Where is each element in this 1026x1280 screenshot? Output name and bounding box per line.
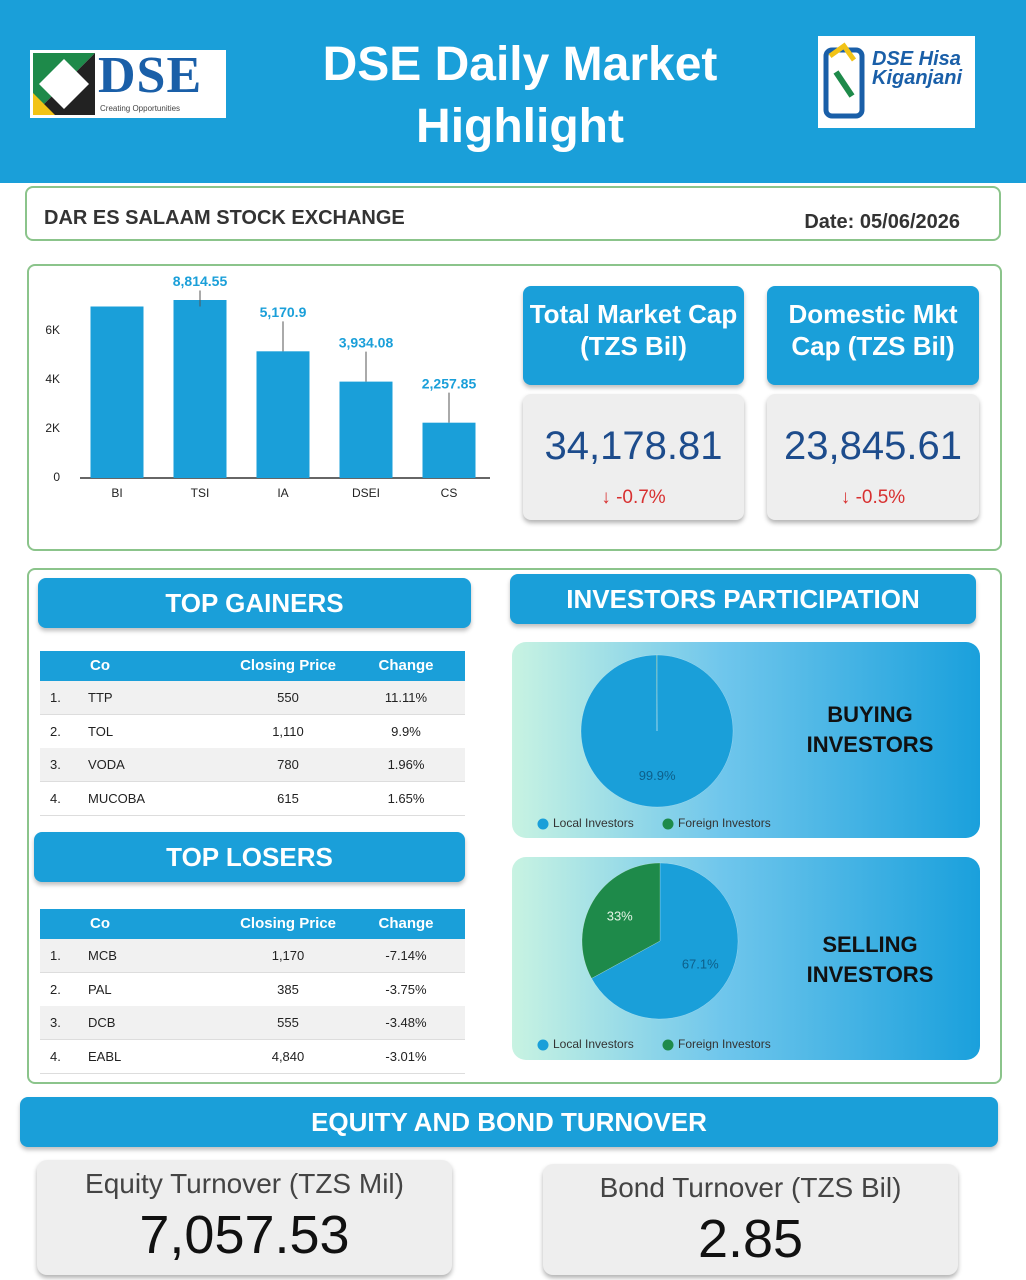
turnover-card: Bond Turnover (TZS Bil) 2.85 (543, 1164, 958, 1275)
turnover-value: 2.85 (697, 1209, 804, 1269)
down-arrow: ↓ (601, 487, 611, 508)
table-row: 3. DCB 555 -3.48% (40, 1006, 465, 1040)
section-title: INVESTORS PARTICIPATION (510, 574, 976, 624)
change-text: -0.5% (855, 487, 906, 508)
table-cell: MCB (88, 948, 117, 963)
section-title: TOP GAINERS (38, 578, 471, 628)
card-body: 34,178.81 ↓ -0.7% (523, 394, 744, 520)
turnover-label: Equity Turnover (TZS Mil) (85, 1168, 404, 1199)
table-cell: 550 (277, 690, 299, 705)
table-cell: 1,170 (271, 948, 305, 963)
table-cell: -7.14% (385, 948, 427, 963)
table-row: 4. EABL 4,840 -3.01% (40, 1039, 465, 1074)
table-cell: TTP (88, 690, 113, 705)
table-row: 2. TOL 1,110 9.9% (40, 714, 465, 749)
section-title: EQUITY AND BOND TURNOVER (20, 1097, 998, 1147)
table-cell: 4,840 (271, 1048, 305, 1064)
table-cell: 385 (277, 981, 299, 997)
column-header: Change (378, 915, 434, 932)
logo-right (818, 36, 975, 128)
table-cell: 3. (50, 1015, 61, 1030)
card-value: 23,845.61 (784, 424, 962, 468)
change-text: -0.7% (616, 487, 666, 508)
losers-table: Co Closing Price Change 1. MCB 1,170 -7.14% 2. P… (40, 909, 465, 1074)
table-cell: 2. (50, 981, 61, 997)
card-value: 34,178.81 (544, 424, 723, 468)
pie-title: BUYING INVESTORS (806, 702, 934, 757)
table-header: Co Closing Price Change (40, 909, 465, 939)
logo-phone (823, 42, 865, 119)
turnover-card: Equity Turnover (TZS Mil) 7,057.53 (37, 1160, 452, 1275)
table-cell: 11.11% (384, 690, 428, 705)
exchange-name: DAR ES SALAAM STOCK EXCHANGE (44, 207, 405, 229)
down-arrow: ↓ (840, 487, 851, 508)
table-row: 1. MCB 1,170 -7.14% (40, 939, 465, 973)
section-title: TOP LOSERS (34, 832, 465, 882)
table-cell: VODA (88, 757, 125, 772)
column-header: Co (90, 915, 110, 932)
table-cell: 780 (277, 757, 299, 772)
logo-left-text: DSE (98, 47, 203, 104)
turnover-label: Bond Turnover (TZS Bil) (599, 1172, 902, 1203)
card-change: ↓ -0.7% (523, 487, 744, 509)
column-header: Closing Price (240, 657, 336, 674)
table-cell: 2. (50, 723, 61, 739)
logo-mark (33, 53, 95, 115)
table-row: 3. VODA 780 1.96% (40, 748, 465, 782)
table-row: 4. MUCOBA 615 1.65% (40, 781, 465, 816)
table-cell: 1,110 (272, 723, 304, 739)
turnover-value: 7,057.53 (139, 1205, 350, 1265)
table-cell: 3. (50, 757, 61, 772)
table-cell: TOL (88, 723, 114, 739)
table-cell: 1. (50, 690, 61, 705)
table-row: 2. PAL 385 -3.75% (40, 972, 465, 1007)
logo-left-tagline: Creating Opportunities (100, 104, 181, 113)
table-cell: 4. (50, 790, 61, 806)
card-header: Domestic Mkt Cap (TZS Bil) (767, 286, 979, 385)
table-header: Co Closing Price Change (40, 651, 465, 681)
card-body: 23,845.61 ↓ -0.5% (767, 394, 979, 520)
table-cell: 615 (277, 790, 299, 806)
table-cell: -3.75% (385, 981, 427, 997)
table-cell: MUCOBA (88, 790, 146, 806)
subheader-box (25, 186, 1001, 241)
table-cell: 1.96% (387, 757, 425, 772)
table-cell: 1. (50, 948, 61, 963)
gainers-table: Co Closing Price Change 1. TTP 550 11.11% 2. TOL… (40, 651, 465, 821)
table-cell: 4. (50, 1048, 61, 1064)
logo-left (30, 50, 226, 118)
table-cell: -3.48% (385, 1015, 427, 1030)
table-cell: 1.65% (387, 790, 425, 806)
page-title: DSE Daily Market Highlight (322, 38, 718, 153)
column-header: Change (378, 657, 434, 674)
report-date: Date: 05/06/2026 (804, 211, 960, 233)
pie-title: SELLING INVESTORS (806, 932, 934, 987)
table-cell: DCB (88, 1015, 116, 1030)
table-row: 1. TTP 550 11.11% (40, 681, 465, 715)
table-cell: -3.01% (385, 1048, 427, 1064)
card-header: Total Market Cap (TZS Bil) (523, 286, 744, 385)
column-header: Co (90, 657, 110, 674)
card-change: ↓ -0.5% (767, 487, 979, 509)
table-cell: 555 (277, 1015, 299, 1030)
table-cell: EABL (88, 1048, 122, 1064)
column-header: Closing Price (240, 915, 336, 932)
logo-right-text: DSE Hisa Kiganjani (872, 48, 963, 89)
table-cell: PAL (88, 981, 112, 997)
table-cell: 9.9% (391, 723, 421, 739)
